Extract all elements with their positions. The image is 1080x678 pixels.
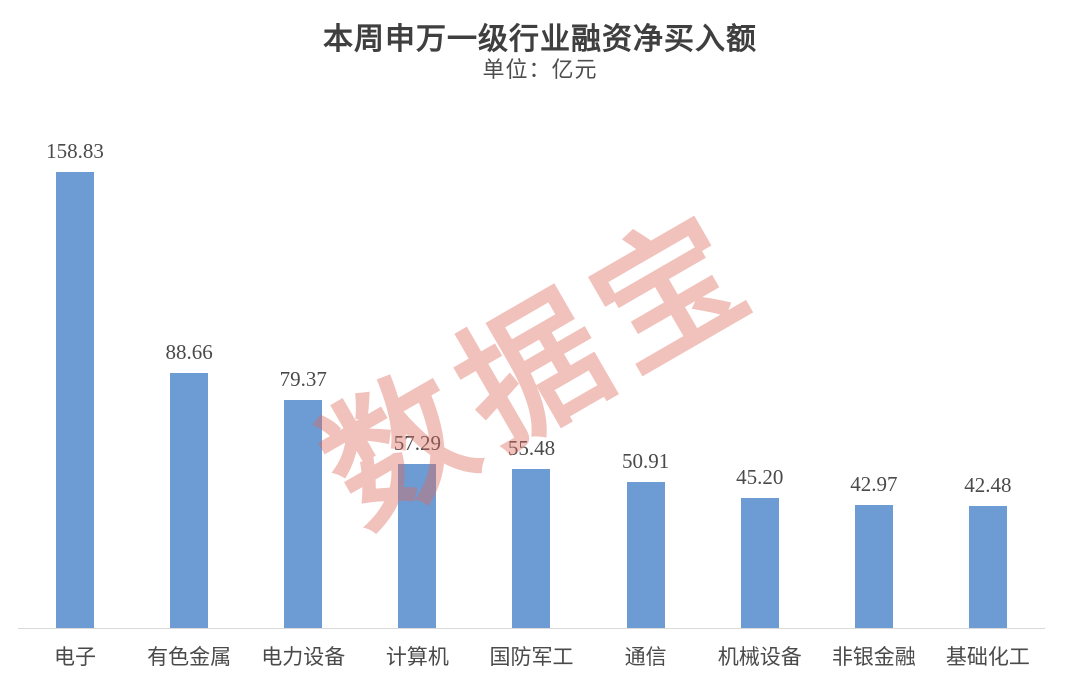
bar [284, 400, 323, 628]
bar-column: 45.20 [703, 130, 817, 628]
chart-title: 本周申万一级行业融资净买入额 [323, 23, 757, 56]
bar-column: 55.48 [474, 130, 588, 628]
category-label: 计算机 [385, 645, 449, 669]
bar [398, 464, 437, 628]
bar [968, 506, 1007, 628]
bar [512, 469, 551, 628]
category-label: 国防军工 [489, 645, 574, 669]
chart-subtitle: 单位：亿元 [482, 57, 598, 82]
category-label: 有色金属 [147, 645, 232, 669]
category-label: 电力设备 [261, 645, 346, 669]
bar-value-label: 57.29 [393, 431, 441, 455]
bar [56, 172, 95, 628]
plot-area: 158.83 88.66 79.37 57.29 55.48 50.91 45.… [18, 130, 1045, 628]
bar-value-label: 79.37 [279, 367, 327, 391]
bar-column: 88.66 [132, 130, 246, 628]
bar-value-label: 88.66 [165, 340, 213, 364]
bar [170, 373, 209, 628]
x-axis-line [18, 628, 1045, 629]
bar-value-label: 50.91 [621, 449, 670, 473]
bar-column: 50.91 [589, 130, 703, 628]
bar-value-label: 45.20 [736, 465, 784, 489]
bar [854, 505, 893, 628]
category-label: 通信 [624, 645, 667, 669]
bar-column: 42.97 [817, 130, 931, 628]
bar-value-label: 158.83 [46, 139, 104, 163]
bar-column: 42.48 [931, 130, 1045, 628]
category-label: 基础化工 [945, 645, 1030, 669]
category-label: 电子 [54, 645, 97, 669]
category-label: 非银金融 [831, 645, 916, 669]
bar-value-label: 55.48 [507, 436, 556, 460]
bar [740, 498, 779, 628]
bar [626, 482, 665, 628]
bar-column: 79.37 [246, 130, 360, 628]
category-label: 机械设备 [717, 645, 802, 669]
bar-value-label: 42.97 [850, 472, 898, 496]
bar-value-label: 42.48 [964, 473, 1012, 497]
category-axis: 电子 有色金属 电力设备 计算机 国防军工 通信 机械设备 非银金融 基础化工 [18, 641, 1045, 671]
bar-column: 158.83 [18, 130, 132, 628]
bar-column: 57.29 [360, 130, 474, 628]
